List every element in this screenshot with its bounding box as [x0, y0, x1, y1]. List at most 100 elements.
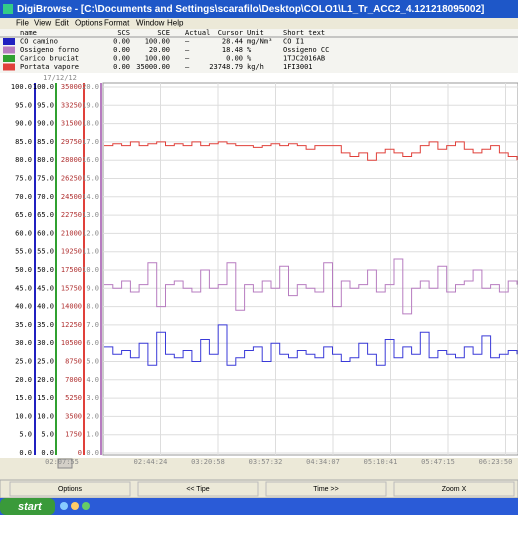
- table-cell: 0.00: [113, 38, 130, 46]
- y-tick-label: 95.0: [37, 101, 54, 109]
- y-tick-label: 19250: [61, 248, 82, 256]
- y-tick-label: 35.0: [15, 321, 32, 329]
- y-tick-label: 25.0: [15, 358, 32, 366]
- y-tick-label: 11.0: [82, 248, 99, 256]
- y-tick-label: 22750: [61, 211, 82, 219]
- y-tick-label: 30.0: [37, 339, 54, 347]
- x-tick-label: 05:47:15: [421, 458, 455, 466]
- table-cell: 1TJC2016AB: [283, 55, 325, 63]
- trace: [104, 141, 518, 161]
- y-tick-label: 15.0: [15, 394, 32, 402]
- y-tick-label: 15.0: [37, 394, 54, 402]
- menu-item[interactable]: File: [16, 19, 29, 28]
- table-cell: %: [247, 55, 252, 63]
- y-tick-label: 8.0: [86, 303, 99, 311]
- button[interactable]: [137, 481, 259, 497]
- y-tick-label: 3.0: [86, 394, 99, 402]
- x-tick-label: 06:23:50: [479, 458, 513, 466]
- y-tick-label: 0.0: [86, 449, 99, 457]
- quick-launch-icon[interactable]: [60, 502, 68, 510]
- y-tick-label: 30.0: [15, 339, 32, 347]
- y-tick-label: 0.0: [41, 449, 54, 457]
- y-tick-label: 35.0: [37, 321, 54, 329]
- trace: [104, 324, 518, 366]
- channel-color: [3, 63, 15, 71]
- y-tick-label: 3500: [65, 412, 82, 420]
- y-tick-label: 70.0: [37, 193, 54, 201]
- menu-item[interactable]: Help: [167, 19, 184, 28]
- channel-color: [3, 46, 15, 54]
- tab-strip: [0, 469, 518, 480]
- menu-item[interactable]: Window: [136, 19, 165, 28]
- table-cell: 0.00: [113, 46, 130, 54]
- scrollbar: [0, 458, 518, 469]
- button-label[interactable]: Options: [58, 486, 83, 493]
- y-tick-label: 20.0: [37, 376, 54, 384]
- y-tick-label: 20.0: [82, 83, 99, 91]
- y-tick-label: 5250: [65, 394, 82, 402]
- table-cell: 20.00: [149, 46, 170, 54]
- scroll-thumb[interactable]: [57, 458, 73, 469]
- taskbar: [0, 498, 518, 515]
- y-tick-label: 19.0: [82, 101, 99, 109]
- title-bar: [0, 0, 518, 18]
- table-cell: –: [185, 46, 190, 54]
- app-icon: [3, 4, 13, 14]
- menu-item[interactable]: View: [34, 19, 51, 28]
- y-tick-label: 24500: [61, 193, 82, 201]
- y-tick-label: 18.0: [82, 120, 99, 128]
- table-cell: kg/h: [247, 63, 264, 71]
- menu-item[interactable]: Edit: [55, 19, 70, 28]
- date-label: 17/12/12: [43, 74, 77, 82]
- table-header: name: [20, 29, 37, 37]
- y-tick-label: 15.0: [82, 175, 99, 183]
- start-label: start: [18, 501, 43, 513]
- y-tick-label: 9.0: [86, 284, 99, 292]
- quick-launch-icon[interactable]: [82, 502, 90, 510]
- y-tick-label: 4.0: [86, 376, 99, 384]
- button-label[interactable]: Zoom X: [442, 486, 467, 493]
- button[interactable]: [9, 481, 131, 497]
- table-header: SCE: [157, 29, 170, 37]
- button[interactable]: [393, 481, 515, 497]
- y-tick-label: 90.0: [37, 120, 54, 128]
- channel-color: [3, 38, 15, 45]
- button-label[interactable]: Time >>: [313, 486, 338, 493]
- y-tick-label: 50.0: [15, 266, 32, 274]
- menu-item[interactable]: Format: [104, 19, 130, 28]
- table-cell: 100.00: [145, 38, 170, 46]
- y-tick-label: 25.0: [37, 358, 54, 366]
- table-cell: Ossigeno CC: [283, 46, 329, 54]
- y-tick-label: 85.0: [15, 138, 32, 146]
- y-tick-label: 75.0: [15, 175, 32, 183]
- window-title: DigiBrowse - [C:\Documents and Settings\…: [17, 4, 484, 15]
- y-tick-label: 40.0: [37, 303, 54, 311]
- y-tick-label: 0.0: [19, 449, 32, 457]
- table-cell: 0.00: [226, 55, 243, 63]
- button[interactable]: [265, 481, 387, 497]
- start-button[interactable]: [0, 498, 55, 515]
- y-tick-label: 75.0: [37, 175, 54, 183]
- table-cell: %: [247, 46, 252, 54]
- y-tick-label: 10.0: [37, 412, 54, 420]
- y-tick-label: 20.0: [15, 376, 32, 384]
- menu-item[interactable]: Options: [75, 19, 103, 28]
- table-cell: CO camino: [20, 38, 58, 46]
- y-tick-label: 10500: [61, 339, 82, 347]
- quick-launch-icon[interactable]: [71, 502, 79, 510]
- x-tick-label: 02:07:55: [45, 458, 79, 466]
- table-cell: 0.00: [113, 55, 130, 63]
- table-header: SCS: [117, 29, 130, 37]
- table-cell: CO I1: [283, 38, 304, 46]
- y-tick-label: 60.0: [15, 229, 32, 237]
- table-cell: Carico bruciat: [20, 55, 79, 63]
- y-tick-label: 50.0: [37, 266, 54, 274]
- table-header: Short text: [283, 29, 325, 37]
- y-tick-label: 100.0: [11, 83, 32, 91]
- table-cell: –: [185, 38, 190, 46]
- button-label[interactable]: << Tipe: [186, 486, 209, 493]
- y-tick-label: 10.0: [15, 412, 32, 420]
- y-tick-label: 7.0: [86, 321, 99, 329]
- table-cell: 23748.79: [209, 63, 243, 71]
